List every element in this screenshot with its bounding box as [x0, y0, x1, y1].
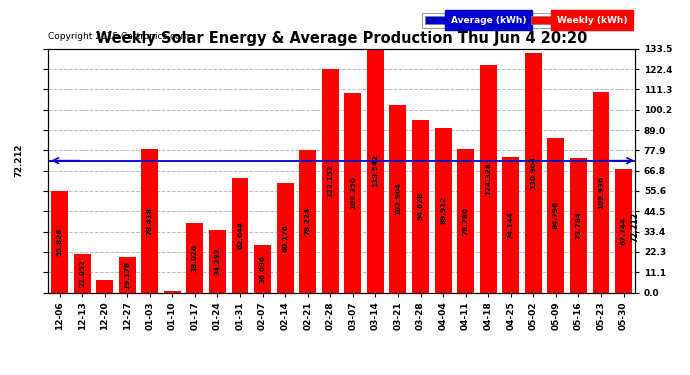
Text: 89.912: 89.912: [440, 196, 446, 225]
Bar: [570, 158, 587, 292]
Bar: [96, 280, 113, 292]
Text: 26.036: 26.036: [259, 255, 266, 283]
Text: 84.796: 84.796: [553, 201, 559, 229]
Bar: [299, 150, 316, 292]
Bar: [119, 258, 136, 292]
Text: 72.212: 72.212: [630, 211, 640, 242]
Text: 122.152: 122.152: [327, 165, 333, 197]
Text: 109.936: 109.936: [598, 176, 604, 209]
Text: 60.176: 60.176: [282, 224, 288, 252]
Bar: [547, 138, 564, 292]
Text: 19.178: 19.178: [124, 261, 130, 289]
Bar: [593, 92, 609, 292]
Text: 62.644: 62.644: [237, 221, 243, 249]
Text: 55.828: 55.828: [57, 227, 63, 256]
Bar: [435, 128, 451, 292]
Title: Weekly Solar Energy & Average Production Thu Jun 4 20:20: Weekly Solar Energy & Average Production…: [96, 31, 587, 46]
Bar: [254, 245, 271, 292]
Bar: [412, 120, 429, 292]
Text: 21.052: 21.052: [79, 260, 85, 287]
Text: 67.744: 67.744: [620, 217, 627, 244]
Text: 133.542: 133.542: [373, 154, 378, 187]
Bar: [367, 49, 384, 292]
Bar: [74, 254, 90, 292]
Bar: [277, 183, 294, 292]
Text: Copyright 2015 Cartronics.com: Copyright 2015 Cartronics.com: [48, 32, 190, 41]
Bar: [615, 169, 632, 292]
Bar: [502, 157, 519, 292]
Text: 78.418: 78.418: [147, 207, 152, 235]
Text: 78.780: 78.780: [462, 207, 469, 235]
Bar: [232, 178, 248, 292]
Bar: [51, 190, 68, 292]
Bar: [344, 93, 362, 292]
Bar: [209, 230, 226, 292]
Bar: [141, 149, 158, 292]
Text: 109.350: 109.350: [350, 176, 356, 209]
Bar: [164, 291, 181, 292]
Legend: Average (kWh), Weekly (kWh): Average (kWh), Weekly (kWh): [422, 13, 630, 28]
Text: 34.292: 34.292: [215, 247, 221, 275]
Text: 124.328: 124.328: [485, 162, 491, 195]
Bar: [525, 54, 542, 292]
Bar: [186, 223, 204, 292]
Text: 102.904: 102.904: [395, 182, 401, 215]
Text: 72.212: 72.212: [14, 144, 23, 177]
Text: 94.628: 94.628: [417, 192, 424, 220]
Text: 73.784: 73.784: [575, 211, 582, 239]
Bar: [457, 148, 474, 292]
Bar: [480, 66, 497, 292]
Text: 130.904: 130.904: [531, 156, 536, 189]
Text: 78.224: 78.224: [305, 207, 310, 235]
Text: 38.026: 38.026: [192, 244, 198, 272]
Bar: [322, 69, 339, 292]
Text: 74.144: 74.144: [508, 211, 514, 238]
Bar: [389, 105, 406, 292]
